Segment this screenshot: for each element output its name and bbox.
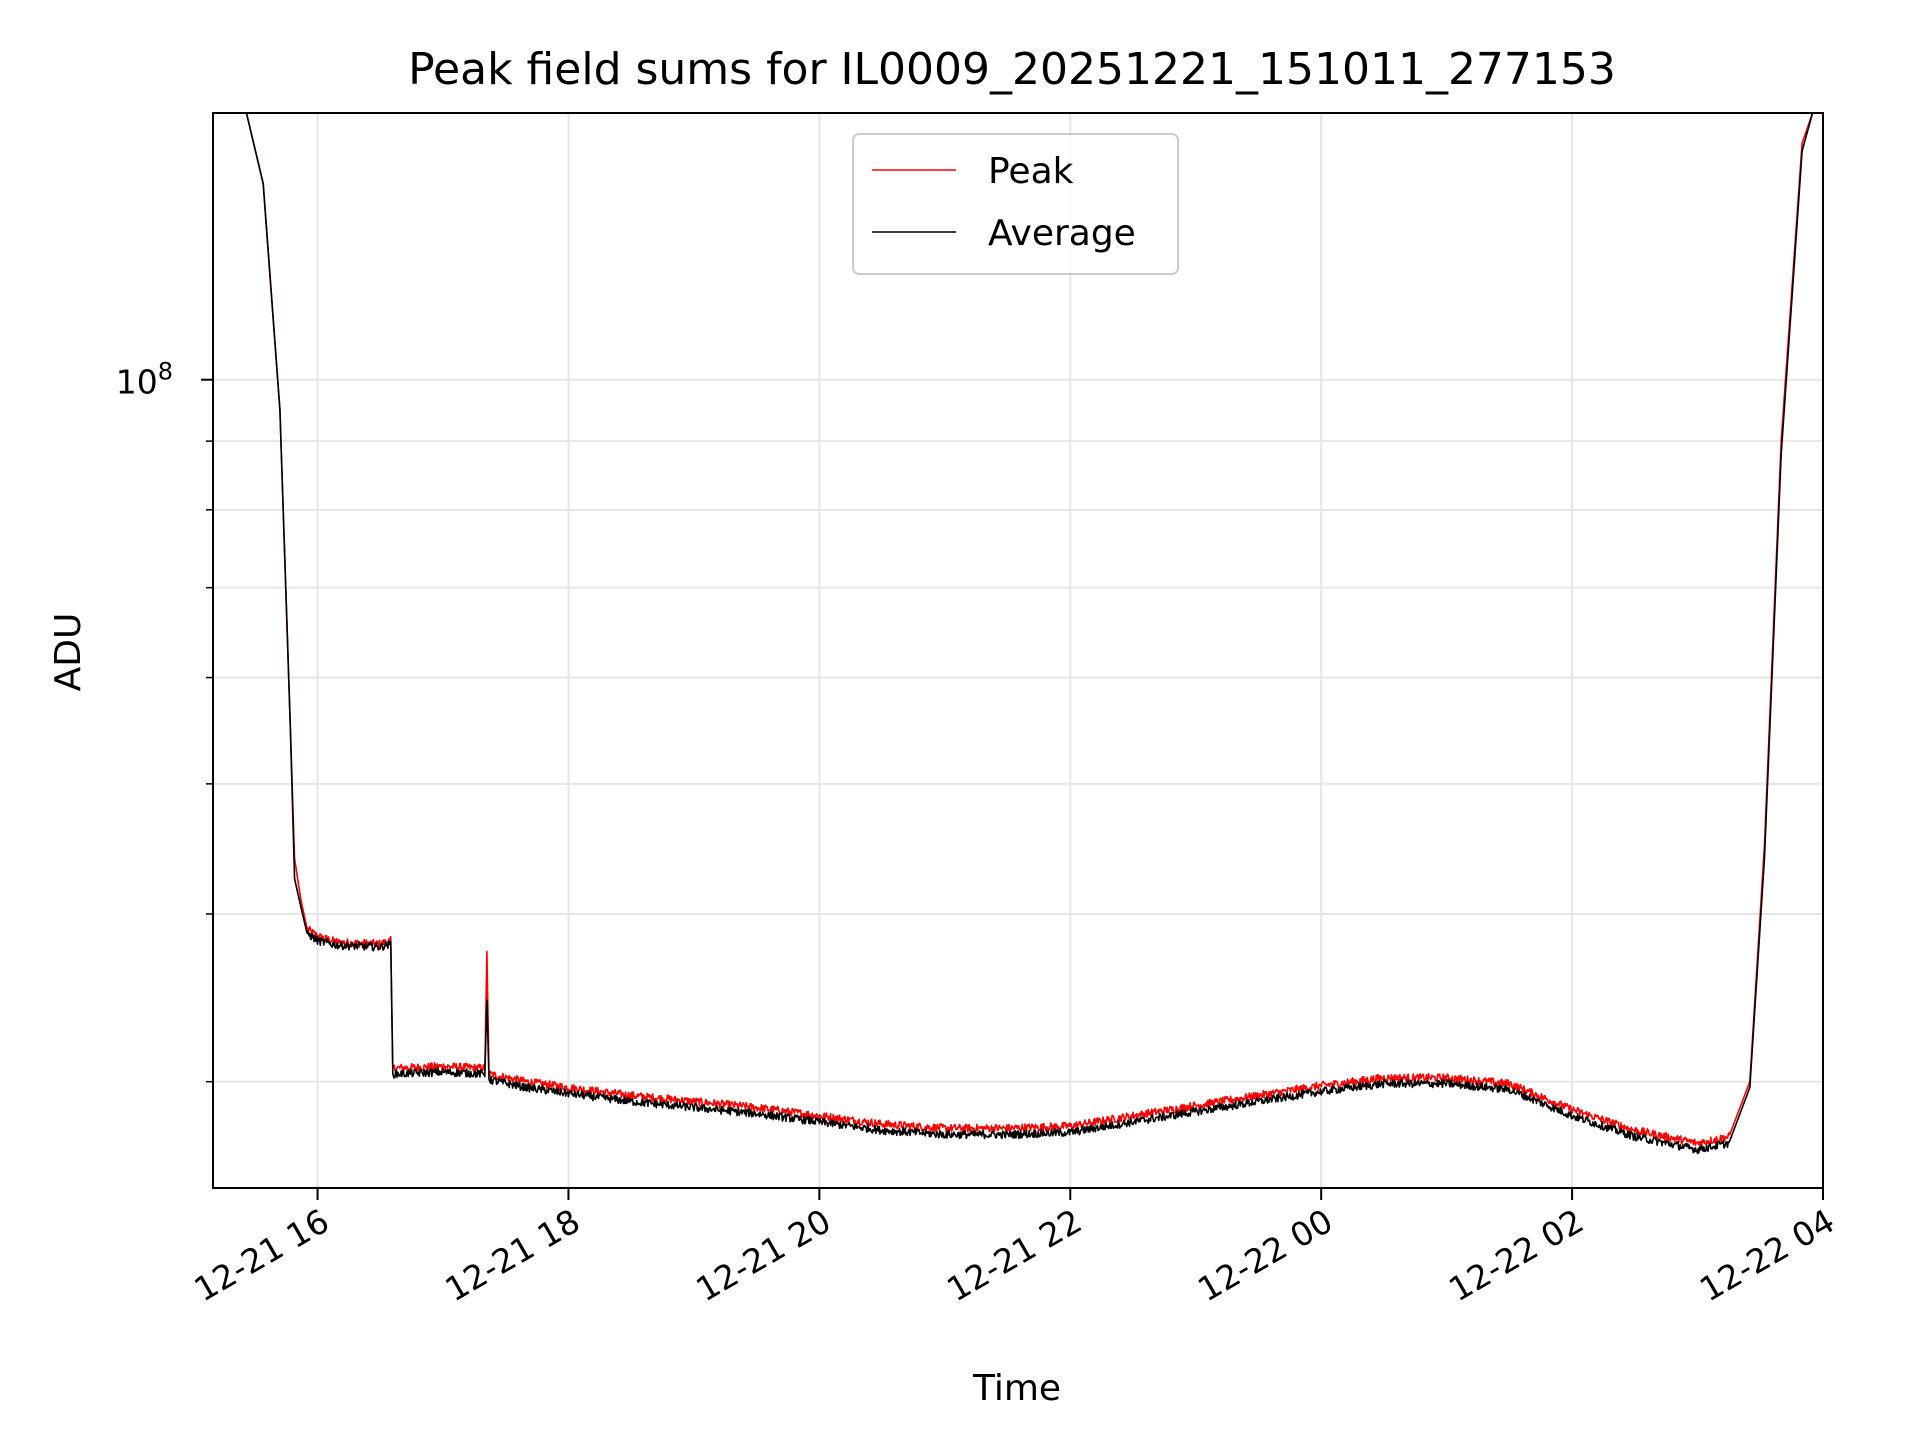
- y-tick-label: 108: [116, 358, 173, 402]
- series-line-peak: [212, 112, 1814, 1148]
- legend-label-peak: Peak: [988, 151, 1074, 192]
- plot-frame: [212, 112, 1824, 1189]
- legend-box: [852, 133, 1179, 275]
- legend: Peak Average: [852, 133, 1179, 275]
- y-axis-label: ADU: [48, 613, 89, 692]
- y-axis: 108: [116, 358, 213, 1083]
- chart-title: Peak field sums for IL0009_20251221_1510…: [408, 44, 1616, 95]
- series-line-average: [212, 112, 1814, 1155]
- series-layer: [212, 112, 1814, 1155]
- legend-label-average: Average: [988, 213, 1136, 254]
- grid: [213, 113, 1824, 1188]
- x-axis-label: Time: [972, 1368, 1061, 1409]
